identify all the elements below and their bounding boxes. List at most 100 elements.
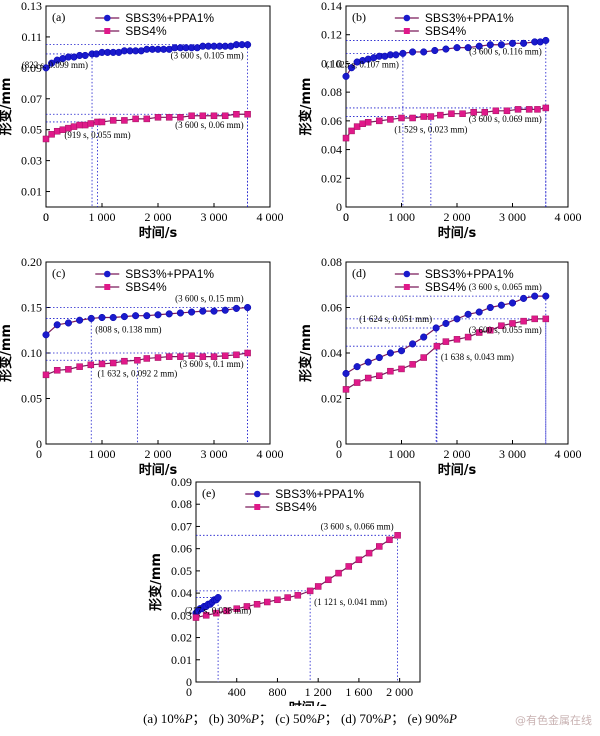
data-label: (1 638 s, 0.043 mm) [441,352,514,362]
y-tick-label: 0.10 [321,56,342,70]
data-point [177,114,184,121]
x-tick-label: 1 200 [305,685,332,699]
data-point [306,587,314,595]
y-tick-label: 0.20 [21,255,42,269]
data-point [223,607,230,615]
data-point [64,319,72,327]
data-label: (3 600 s, 0.06 mm) [175,120,244,130]
data-label: (3 600 s, 0.065 mm) [469,282,542,292]
data-point [342,72,350,80]
legend-marker [104,28,111,34]
data-point [364,358,372,366]
y-tick-label: 0 [336,200,342,214]
data-point [420,113,427,120]
data-point [253,600,261,608]
data-label: (3 600 s, 0.055 mm) [469,325,542,335]
y-axis-title: 形变/mm [298,78,314,136]
data-point [342,386,350,393]
origin-label: 0 [336,447,342,461]
origin-label: 0 [186,685,192,699]
panel-label: (c) [52,266,65,280]
y-tick-label: 0.04 [321,143,342,157]
data-point [542,292,550,300]
data-point [109,313,117,322]
y-axis-title: 形变/mm [148,553,164,611]
data-point [359,120,366,127]
x-tick-label: 2 000 [145,210,172,224]
data-label: (1 632 s, 0.092 2 mm) [98,368,178,378]
data-point [453,315,461,323]
data-point [121,357,128,365]
data-point [48,131,55,138]
x-tick-label: 3 000 [201,210,228,224]
chart-panel-b: 0 1 000 2 000 3 000 4 000 0 0.02 0.04 0.06 0.08 0.… [298,0,582,241]
data-point [348,64,356,72]
y-tick-label: 0.13 [21,0,42,13]
x-tick-label: 1 000 [388,210,415,224]
data-point [42,135,50,143]
data-point [143,312,151,320]
data-point [520,317,527,325]
data-point [464,310,472,318]
x-tick-label: 2 000 [444,210,471,224]
data-point [177,353,184,360]
data-point [442,45,450,53]
y-tick-label: 0.08 [171,497,192,511]
data-point [87,314,95,322]
data-point [76,363,83,370]
data-point [132,312,140,320]
data-label: (3 600 s, 0.105 mm) [171,51,244,61]
data-point [481,108,488,116]
y-tick-label: 0.02 [321,392,342,406]
data-point [81,51,89,60]
legend-marker [103,14,111,22]
data-point [531,292,539,300]
y-tick-label: 0.09 [21,61,42,75]
data-point [392,51,400,59]
figure-caption: (a) 10%P； (b) 30%P； (c) 50%P； (d) 70%P； … [143,711,457,726]
y-tick-label: 0.05 [21,392,42,406]
data-point [531,315,538,323]
y-tick-label: 0.07 [21,92,42,106]
data-point [355,556,363,564]
data-point [376,117,383,125]
y-axis-title: 形变/mm [0,324,14,382]
y-tick-label: 0.01 [21,185,42,199]
data-point [213,609,220,617]
y-tick-label: 0.04 [171,586,192,600]
y-tick-label: 0.06 [171,542,192,556]
data-point [214,594,222,602]
data-point [210,353,218,360]
data-point [143,355,151,362]
data-point [409,340,417,348]
data-point [475,329,483,336]
y-tick-label: 0.02 [321,171,342,185]
data-point [284,594,291,601]
data-point [470,108,477,116]
legend-marker [403,284,410,290]
data-point [98,360,106,368]
data-point [399,49,407,57]
y-axis-title: 形变/mm [298,324,314,382]
data-point [542,104,550,112]
data-label: (1 121 s, 0.041 mm) [314,597,387,607]
watermark-text: @有色金属在线 [515,714,592,727]
plot-frame [195,481,421,683]
data-point [65,366,72,373]
legend-label: SBS3%+PPA1% [425,267,514,281]
data-point [387,116,394,123]
x-tick-label: 3 000 [201,447,228,461]
panel-label: (b) [352,10,366,24]
legend-marker [253,490,261,498]
figure-canvas: 0 1 000 2 000 3 000 4 000 0.01 0.03 0.05 0.07 0.0… [0,0,582,706]
y-tick-label: 0.05 [171,564,192,578]
data-point [432,324,440,332]
x-tick-label: 1 600 [345,685,372,699]
data-point [274,596,281,604]
data-point [409,48,417,56]
data-point [233,351,240,359]
data-point [53,367,61,374]
data-point [87,120,95,127]
y-axis-title: 形变/mm [0,78,14,136]
data-point [42,371,50,379]
